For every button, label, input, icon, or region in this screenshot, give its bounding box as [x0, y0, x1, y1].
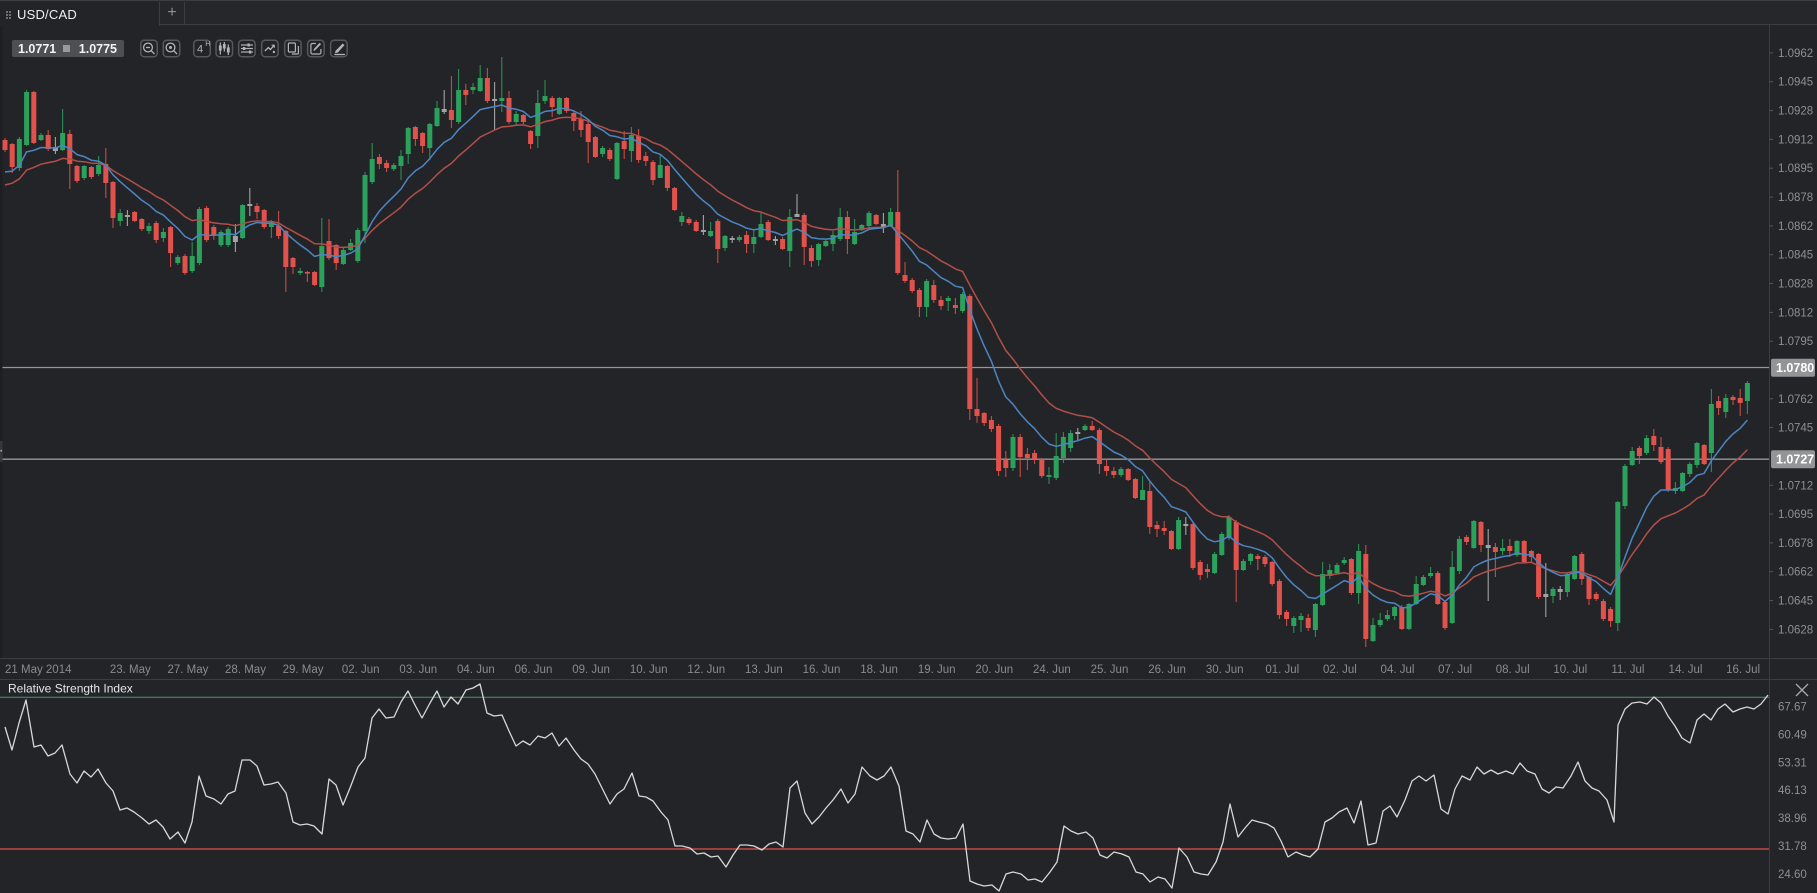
svg-text:1.0695: 1.0695	[1778, 509, 1813, 521]
svg-text:1.0628: 1.0628	[1778, 624, 1813, 636]
svg-text:26. Jun: 26. Jun	[1148, 664, 1186, 676]
svg-text:1.0878: 1.0878	[1778, 192, 1813, 204]
svg-text:31.78: 31.78	[1778, 841, 1807, 853]
svg-text:1.0795: 1.0795	[1778, 336, 1813, 348]
svg-text:12. Jun: 12. Jun	[687, 664, 725, 676]
svg-text:25. Jun: 25. Jun	[1091, 664, 1129, 676]
svg-text:1.0928: 1.0928	[1778, 106, 1813, 118]
svg-text:1.0912: 1.0912	[1778, 134, 1813, 146]
svg-text:1.0762: 1.0762	[1778, 394, 1813, 406]
svg-text:23. May: 23. May	[110, 664, 151, 676]
svg-text:1.0945: 1.0945	[1778, 77, 1813, 89]
svg-text:30. Jun: 30. Jun	[1206, 664, 1244, 676]
svg-text:19. Jun: 19. Jun	[918, 664, 956, 676]
svg-text:16. Jun: 16. Jun	[803, 664, 841, 676]
svg-text:08. Jul: 08. Jul	[1496, 664, 1530, 676]
svg-text:24. Jun: 24. Jun	[1033, 664, 1071, 676]
svg-text:H: H	[205, 39, 210, 48]
svg-text:1.0727: 1.0727	[1776, 453, 1814, 467]
svg-text:06. Jun: 06. Jun	[515, 664, 553, 676]
svg-text:1.0962: 1.0962	[1778, 48, 1813, 60]
svg-text:09. Jun: 09. Jun	[572, 664, 610, 676]
svg-text:18. Jun: 18. Jun	[860, 664, 898, 676]
svg-text:38.96: 38.96	[1778, 813, 1807, 825]
svg-text:46.13: 46.13	[1778, 785, 1807, 797]
svg-text:14. Jul: 14. Jul	[1669, 664, 1703, 676]
svg-text:16. Jul: 16. Jul	[1726, 664, 1760, 676]
svg-text:1.0845: 1.0845	[1778, 250, 1813, 262]
svg-text:Relative Strength Index: Relative Strength Index	[8, 682, 133, 696]
svg-text:67.67: 67.67	[1778, 702, 1807, 714]
svg-text:07. Jul: 07. Jul	[1438, 664, 1472, 676]
svg-text:01. Jul: 01. Jul	[1265, 664, 1299, 676]
svg-text:1.0862: 1.0862	[1778, 221, 1813, 233]
svg-text:10. Jul: 10. Jul	[1553, 664, 1587, 676]
svg-text:1.0712: 1.0712	[1778, 480, 1813, 492]
svg-text:4: 4	[197, 44, 203, 56]
svg-text:29. May: 29. May	[283, 664, 324, 676]
svg-text:28. May: 28. May	[225, 664, 266, 676]
svg-text:04. Jun: 04. Jun	[457, 664, 495, 676]
svg-text:10. Jun: 10. Jun	[630, 664, 668, 676]
svg-text:03. Jun: 03. Jun	[399, 664, 437, 676]
svg-text:1.0662: 1.0662	[1778, 567, 1813, 579]
svg-text:1.0895: 1.0895	[1778, 163, 1813, 175]
svg-text:53.31: 53.31	[1778, 757, 1807, 769]
svg-text:20. Jun: 20. Jun	[975, 664, 1013, 676]
svg-text:13. Jun: 13. Jun	[745, 664, 783, 676]
svg-text:02. Jul: 02. Jul	[1323, 664, 1357, 676]
svg-text:1.0828: 1.0828	[1778, 279, 1813, 291]
svg-text:27. May: 27. May	[167, 664, 208, 676]
svg-text:11. Jul: 11. Jul	[1611, 664, 1644, 676]
svg-text:21 May 2014: 21 May 2014	[5, 664, 72, 676]
svg-text:60.49: 60.49	[1778, 729, 1807, 741]
svg-text:24.60: 24.60	[1778, 869, 1807, 881]
svg-text:1.0780: 1.0780	[1776, 361, 1814, 375]
svg-text:1.0812: 1.0812	[1778, 307, 1813, 319]
svg-text:04. Jul: 04. Jul	[1381, 664, 1415, 676]
svg-text:02. Jun: 02. Jun	[342, 664, 380, 676]
svg-text:1.0678: 1.0678	[1778, 538, 1813, 550]
svg-text:1.0745: 1.0745	[1778, 423, 1813, 435]
svg-text:1.0645: 1.0645	[1778, 596, 1813, 608]
